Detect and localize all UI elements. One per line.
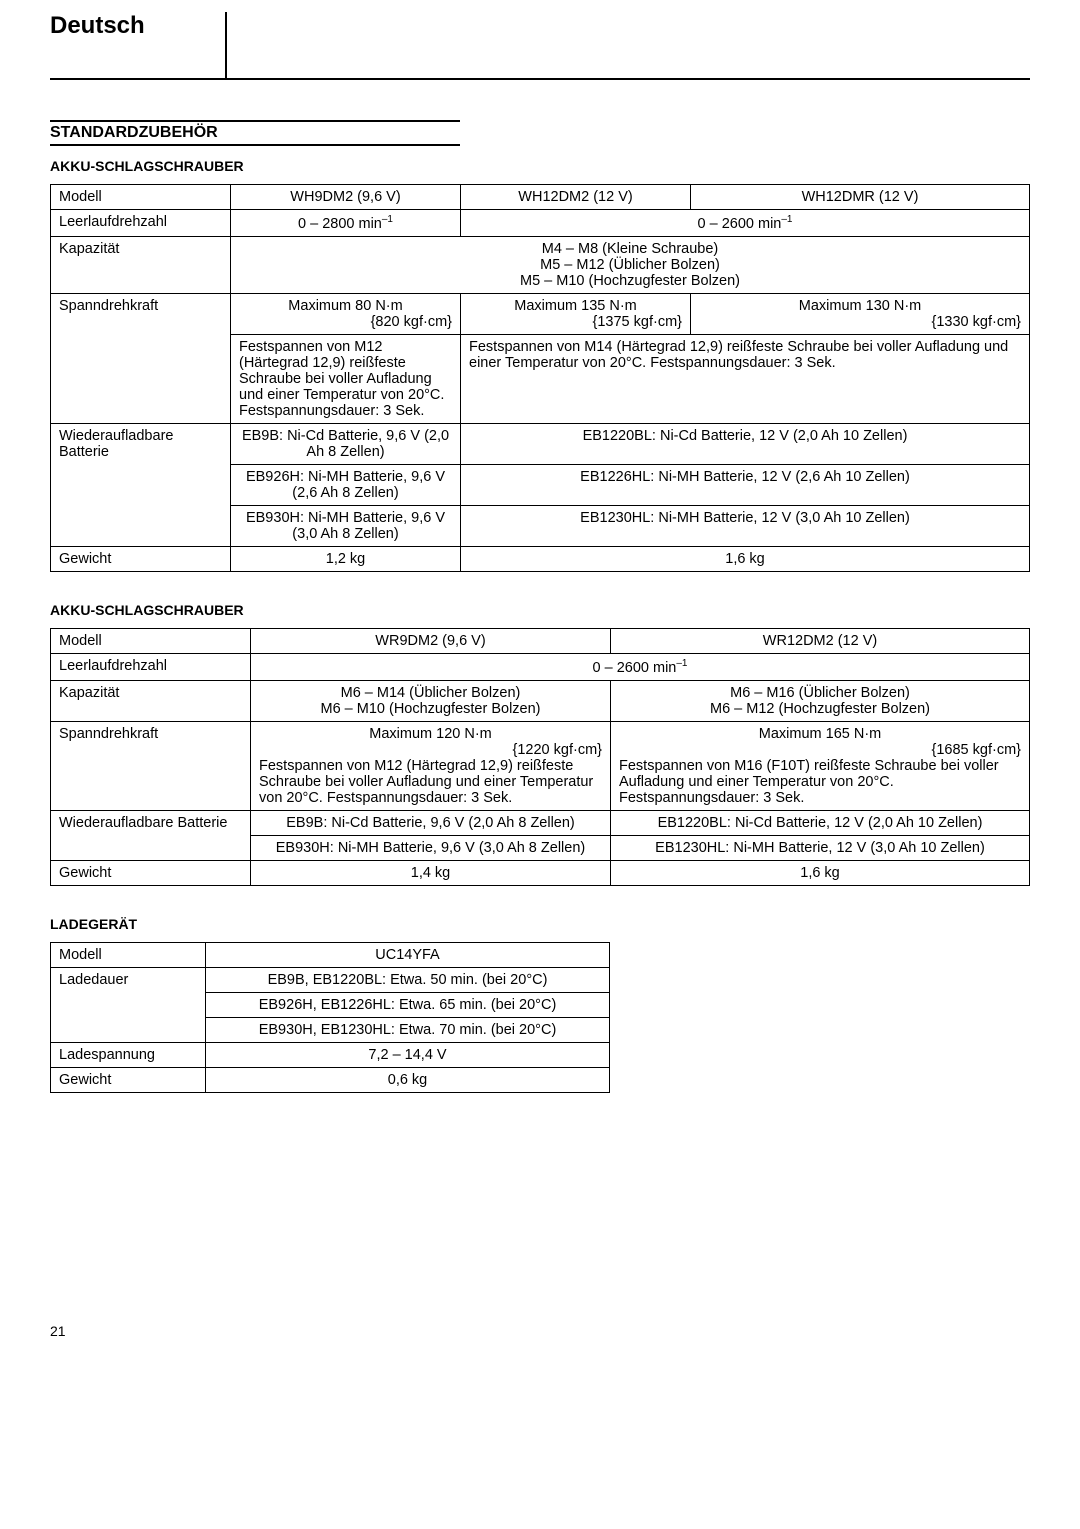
t2-batt-1a: EB9B: Ni-Cd Batterie, 9,6 V (2,0 Ah 8 Ze… bbox=[251, 810, 611, 835]
t2-torque-b: Maximum 165 N·m {1685 kgf·cm} Festspanne… bbox=[611, 721, 1030, 810]
t1-model-0: WH9DM2 (9,6 V) bbox=[231, 185, 461, 210]
t2-cap-a: M6 – M14 (Üblicher Bolzen) M6 – M10 (Hoc… bbox=[251, 680, 611, 721]
label-leerlauf: Leerlaufdrehzahl bbox=[51, 210, 231, 237]
t2-batt-2a: EB930H: Ni-MH Batterie, 9,6 V (3,0 Ah 8 … bbox=[251, 835, 611, 860]
t1-batt-1b: EB1220BL: Ni-Cd Batterie, 12 V (2,0 Ah 1… bbox=[461, 423, 1030, 464]
label-ladespannung: Ladespannung bbox=[51, 1042, 206, 1067]
t1-batt-3b: EB1230HL: Ni-MH Batterie, 12 V (3,0 Ah 1… bbox=[461, 505, 1030, 546]
label-modell-2: Modell bbox=[51, 628, 251, 653]
section-heading: STANDARDZUBEHÖR bbox=[50, 120, 460, 146]
label-spanndreh-2: Spanndrehkraft bbox=[51, 721, 251, 810]
t1-model-1: WH12DM2 (12 V) bbox=[461, 185, 691, 210]
t3-lade-1: EB926H, EB1226HL: Etwa. 65 min. (bei 20°… bbox=[206, 992, 610, 1017]
t1-model-2: WH12DMR (12 V) bbox=[691, 185, 1030, 210]
label-leerlauf-2: Leerlaufdrehzahl bbox=[51, 653, 251, 680]
label-gewicht: Gewicht bbox=[51, 546, 231, 571]
label-batterie-2: Wiederaufladbare Batterie bbox=[51, 810, 251, 860]
t2-batt-2b: EB1230HL: Ni-MH Batterie, 12 V (3,0 Ah 1… bbox=[611, 835, 1030, 860]
t1-speed-a: 0 – 2800 min–1 bbox=[231, 210, 461, 237]
t1-batt-2b: EB1226HL: Ni-MH Batterie, 12 V (2,6 Ah 1… bbox=[461, 464, 1030, 505]
t2-cap-b: M6 – M16 (Üblicher Bolzen) M6 – M12 (Hoc… bbox=[611, 680, 1030, 721]
t1-speed-b: 0 – 2600 min–1 bbox=[461, 210, 1030, 237]
t2-model-1: WR12DM2 (12 V) bbox=[611, 628, 1030, 653]
t1-weight-a: 1,2 kg bbox=[231, 546, 461, 571]
page-title: Deutsch bbox=[50, 12, 145, 40]
t2-weight-a: 1,4 kg bbox=[251, 860, 611, 885]
t1-torque-c-max: Maximum 130 N·m {1330 kgf·cm} bbox=[691, 293, 1030, 334]
t1-torque-a-max: Maximum 80 N·m {820 kgf·cm} bbox=[231, 293, 461, 334]
label-gewicht-2: Gewicht bbox=[51, 860, 251, 885]
label-ladedauer: Ladedauer bbox=[51, 967, 206, 1042]
t3-gewicht: 0,6 kg bbox=[206, 1067, 610, 1092]
t1-torque-a-text: Festspannen von M12 (Härtegrad 12,9) rei… bbox=[231, 334, 461, 423]
label-kapazitaet: Kapazität bbox=[51, 236, 231, 293]
label-gewicht-3: Gewicht bbox=[51, 1067, 206, 1092]
table-impact-wrench: Modell WR9DM2 (9,6 V) WR12DM2 (12 V) Lee… bbox=[50, 628, 1030, 886]
label-batterie: Wiederaufladbare Batterie bbox=[51, 423, 231, 546]
page-header: Deutsch bbox=[50, 30, 1030, 80]
t1-capacity: M4 – M8 (Kleine Schraube) M5 – M12 (Übli… bbox=[231, 236, 1030, 293]
t1-batt-3a: EB930H: Ni-MH Batterie, 9,6 V (3,0 Ah 8 … bbox=[231, 505, 461, 546]
t3-lade-2: EB930H, EB1230HL: Etwa. 70 min. (bei 20°… bbox=[206, 1017, 610, 1042]
t3-lade-0: EB9B, EB1220BL: Etwa. 50 min. (bei 20°C) bbox=[206, 967, 610, 992]
t1-batt-1a: EB9B: Ni-Cd Batterie, 9,6 V (2,0 Ah 8 Ze… bbox=[231, 423, 461, 464]
table-impact-driver: Modell WH9DM2 (9,6 V) WH12DM2 (12 V) WH1… bbox=[50, 184, 1030, 572]
t1-torque-bc-text: Festspannen von M14 (Härtegrad 12,9) rei… bbox=[461, 334, 1030, 423]
t2-model-0: WR9DM2 (9,6 V) bbox=[251, 628, 611, 653]
label-modell-3: Modell bbox=[51, 942, 206, 967]
t2-speed: 0 – 2600 min–1 bbox=[251, 653, 1030, 680]
t1-batt-2a: EB926H: Ni-MH Batterie, 9,6 V (2,6 Ah 8 … bbox=[231, 464, 461, 505]
t1-weight-b: 1,6 kg bbox=[461, 546, 1030, 571]
subheading-1: AKKU-SCHLAGSCHRAUBER bbox=[50, 158, 1030, 174]
page-number: 21 bbox=[50, 1323, 1030, 1339]
subheading-2: AKKU-SCHLAGSCHRAUBER bbox=[50, 602, 1030, 618]
label-modell: Modell bbox=[51, 185, 231, 210]
label-kapazitaet-2: Kapazität bbox=[51, 680, 251, 721]
t2-batt-1b: EB1220BL: Ni-Cd Batterie, 12 V (2,0 Ah 1… bbox=[611, 810, 1030, 835]
subheading-3: LADEGERÄT bbox=[50, 916, 1030, 932]
table-charger: Modell UC14YFA Ladedauer EB9B, EB1220BL:… bbox=[50, 942, 610, 1093]
t2-weight-b: 1,6 kg bbox=[611, 860, 1030, 885]
t1-torque-b-max: Maximum 135 N·m {1375 kgf·cm} bbox=[461, 293, 691, 334]
t3-model: UC14YFA bbox=[206, 942, 610, 967]
label-spanndreh: Spanndrehkraft bbox=[51, 293, 231, 423]
t2-torque-a: Maximum 120 N·m {1220 kgf·cm} Festspanne… bbox=[251, 721, 611, 810]
t3-ladespannung: 7,2 – 14,4 V bbox=[206, 1042, 610, 1067]
